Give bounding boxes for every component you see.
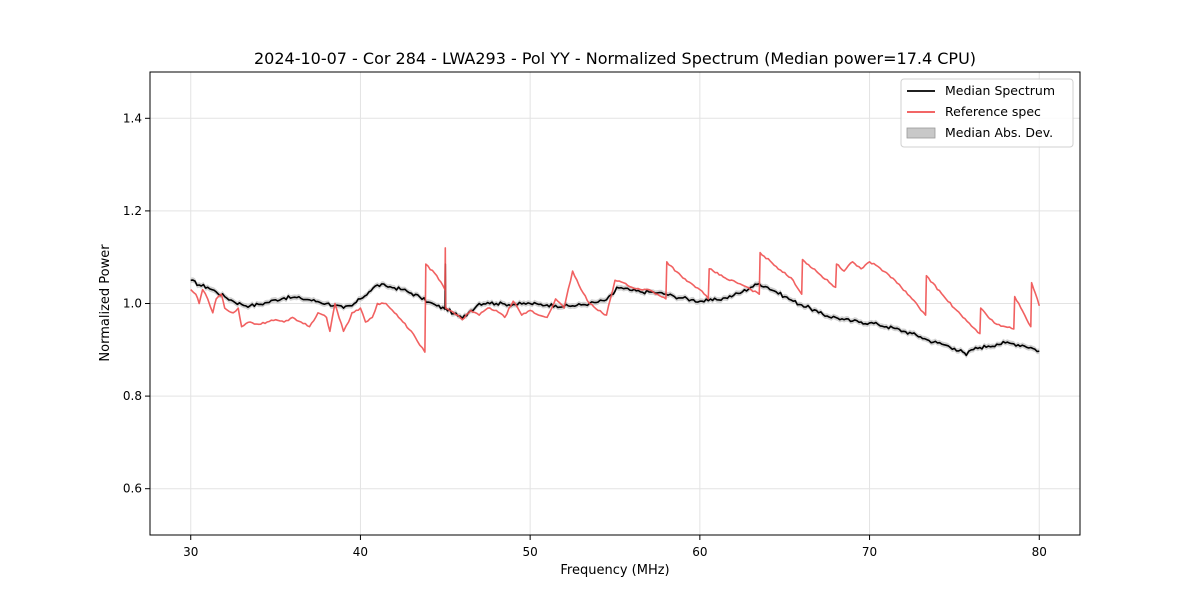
legend: Median Spectrum Reference spec Median Abs.… (900, 78, 1074, 148)
legend-label-1: Reference spec (945, 104, 1041, 119)
legend-label-2: Median Abs. Dev. (945, 125, 1053, 140)
y-axis-label: Normalized Power (98, 244, 113, 362)
y-tick-label: 0.8 (123, 389, 142, 403)
x-tick-label: 70 (862, 545, 877, 559)
axes: 30 40 50 60 70 80 0.6 0.8 1.0 1.2 1.4 (123, 71, 1081, 559)
x-tick-label: 60 (692, 545, 707, 559)
x-tick-label: 80 (1032, 545, 1047, 559)
chart-title: 2024-10-07 - Cor 284 - LWA293 - Pol YY -… (254, 49, 976, 68)
y-tick-label: 1.2 (123, 204, 142, 218)
plot-area (150, 72, 1080, 535)
x-tick-label: 50 (523, 545, 538, 559)
y-tick-label: 1.0 (123, 297, 142, 311)
y-tick-label: 1.4 (123, 111, 142, 125)
reference-spec-line (190, 247, 1041, 353)
x-axis-label: Frequency (MHz) (560, 563, 669, 578)
x-tick-label: 40 (353, 545, 368, 559)
median-spectrum-line (190, 263, 1040, 357)
mad-band (190, 261, 1040, 359)
y-tick-label: 0.6 (123, 482, 142, 496)
x-tick-label: 30 (183, 545, 198, 559)
legend-label-0: Median Spectrum (945, 83, 1055, 98)
legend-swatch-2 (906, 127, 936, 139)
legend-box (900, 78, 1074, 148)
